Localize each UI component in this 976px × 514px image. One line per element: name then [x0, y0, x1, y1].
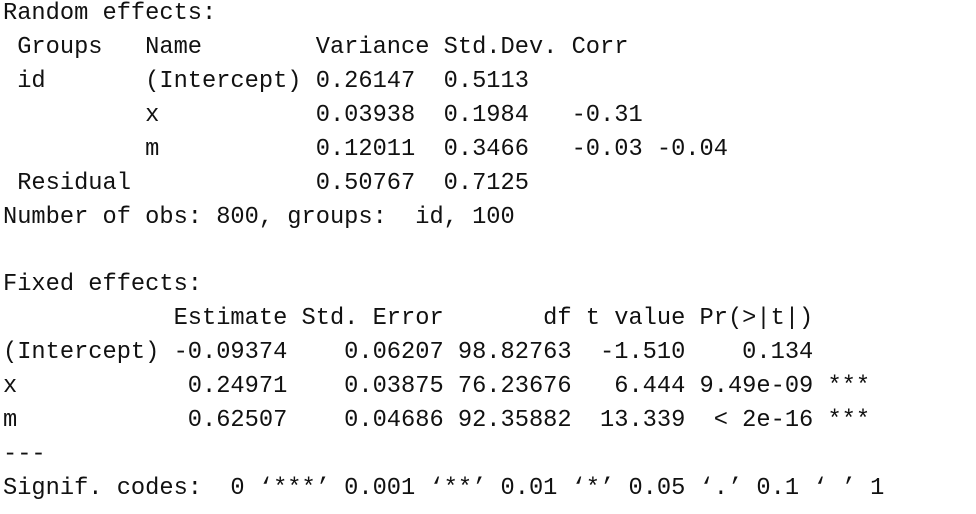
table-row: x 0.24971 0.03875 76.23676 6.444 9.49e-0… [3, 373, 871, 401]
table-row: m 0.62507 0.04686 92.35882 13.339 < 2e-1… [3, 407, 871, 435]
section-title: Random effects: [3, 0, 217, 27]
separator: --- [3, 441, 46, 469]
table-row: m 0.12011 0.3466 -0.03 -0.04 [3, 135, 728, 163]
table-header: Estimate Std. Error df t value Pr(>|t|) [3, 305, 814, 333]
summary-line: Number of obs: 800, groups: id, 100 [3, 203, 515, 231]
table-row: x 0.03938 0.1984 -0.31 [3, 101, 643, 129]
table-header: Groups Name Variance Std.Dev. Corr [3, 33, 629, 61]
section-title: Fixed effects: [3, 271, 203, 299]
table-row: Residual 0.50767 0.7125 [3, 169, 529, 197]
signif-codes: Signif. codes: 0 ‘***’ 0.001 ‘**’ 0.01 ‘… [3, 475, 885, 503]
table-row: (Intercept) -0.09374 0.06207 98.82763 -1… [3, 339, 814, 367]
table-row: id (Intercept) 0.26147 0.5113 [3, 67, 529, 95]
